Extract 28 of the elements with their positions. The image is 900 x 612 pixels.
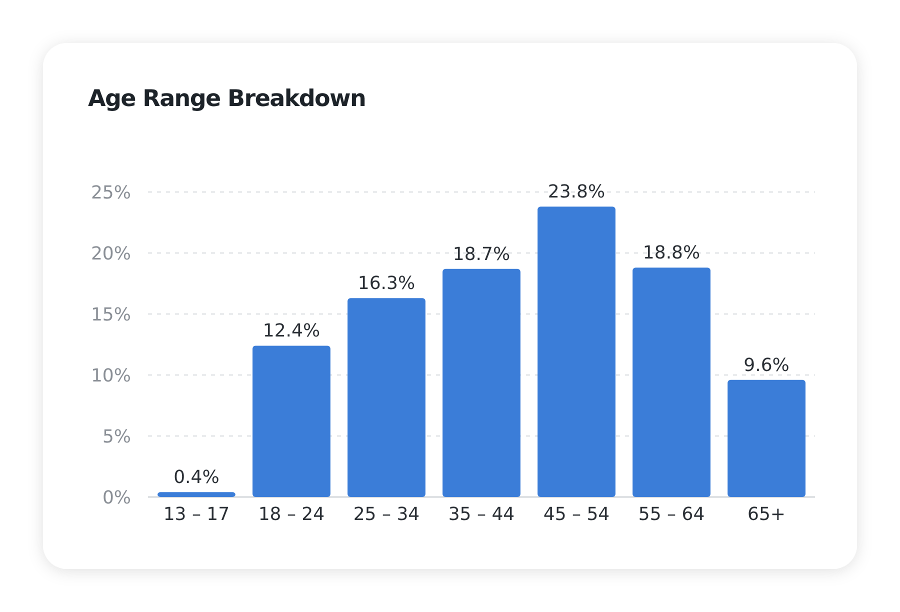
y-tick-label: 20% [90,243,131,264]
data-label: 18.8% [642,242,700,264]
x-tick-label: 55 – 64 [638,504,705,525]
y-tick-label: 5% [102,426,131,448]
x-tick-label: 45 – 54 [543,504,610,525]
bar [158,492,236,497]
x-tick-label: 13 – 17 [163,504,230,525]
data-label: 9.6% [744,354,790,376]
data-label: 0.4% [174,467,220,488]
data-label: 16.3% [358,273,416,294]
bar [632,268,710,497]
y-tick-label: 0% [102,487,131,508]
y-tick-label: 15% [90,304,131,326]
bar [252,346,330,497]
bar [538,206,616,497]
data-label: 18.7% [452,244,510,265]
bar [348,298,426,497]
y-tick-label: 10% [90,365,131,386]
chart-title: Age Range Breakdown [88,86,366,112]
data-label: 12.4% [262,320,320,342]
y-tick-label: 25% [90,182,131,204]
data-label: 23.8% [548,182,606,203]
x-tick-label: 25 – 34 [353,504,420,525]
bar [728,380,806,497]
x-tick-label: 35 – 44 [448,504,515,525]
bar [442,268,520,497]
x-tick-label: 18 – 24 [258,504,325,525]
x-tick-label: 65+ [748,504,786,525]
